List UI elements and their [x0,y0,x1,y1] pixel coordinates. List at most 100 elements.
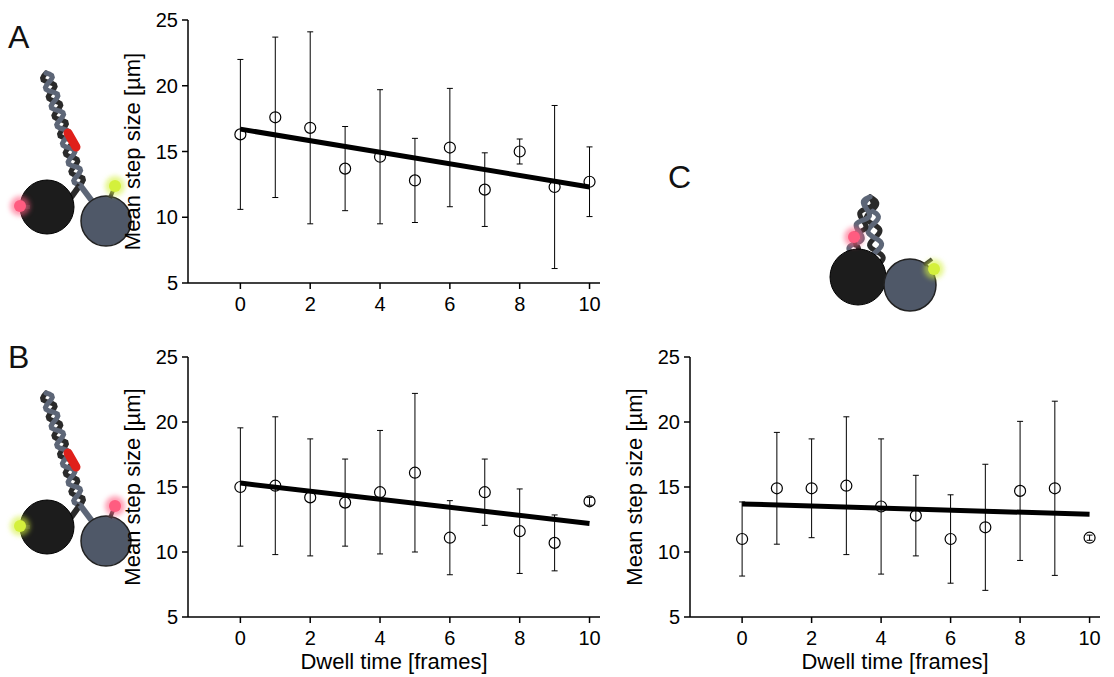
data-point [841,480,852,491]
x-tick [741,617,743,623]
motor-cartoon [10,73,131,246]
error-cap [377,223,383,224]
y-tick-label: 25 [156,346,178,368]
data-point [479,184,490,195]
y-tick [182,85,188,87]
y-tick-label: 20 [658,411,680,433]
x-tick [240,617,242,623]
x-tick [449,617,451,623]
error-cap [809,537,815,538]
error-cap [948,583,954,584]
error-cap [342,126,348,127]
x-tick [309,283,311,289]
error-cap [447,500,453,501]
dye-glow [10,516,30,536]
data-point [270,112,281,123]
x-tick [811,617,813,623]
error-cap [482,152,488,153]
x-tick [589,617,591,623]
error-cap [913,555,919,556]
y-axis-title: Mean step size [µm] [120,53,145,250]
x-tick [309,617,311,623]
error-cap [307,438,313,439]
fit-line [240,129,589,187]
y-tick [684,551,690,553]
y-tick [684,486,690,488]
y-tick-label: 10 [658,541,680,563]
error-cap [447,206,453,207]
error-cap [342,459,348,460]
x-tick-label: 6 [945,627,956,649]
motor-cartoon [830,197,944,311]
x-tick-label: 4 [876,627,887,649]
coiled-coil-strand [43,393,84,505]
error-cap [843,554,849,555]
panel-label: A [8,19,30,55]
data-point [444,532,455,543]
error-cap [237,427,243,428]
error-cap [237,546,243,547]
error-cap [1017,560,1023,561]
dye-glow [844,227,864,247]
error-cap [843,416,849,417]
dye-glow [10,196,30,216]
error-cap [517,139,523,140]
data-point [479,487,490,498]
x-tick [589,283,591,289]
error-cap [237,209,243,210]
data-point [1015,485,1026,496]
x-tick-label: 0 [737,627,748,649]
dye [14,520,26,532]
x-tick-label: 4 [374,627,385,649]
error-cap [342,546,348,547]
error-cap [342,210,348,211]
x-tick [519,617,521,623]
data-point [771,483,782,494]
data-point [910,510,921,521]
error-cap [517,488,523,489]
y-tick [182,356,188,358]
x-tick [880,617,882,623]
y-tick [182,421,188,423]
error-cap [517,573,523,574]
error-cap [809,438,815,439]
error-cap [307,31,313,32]
x-axis [188,282,600,284]
x-tick-label: 2 [305,627,316,649]
error-cap [447,574,453,575]
error-cap [482,459,488,460]
data-point [980,522,991,533]
data-point [514,526,525,537]
dye-glow [924,259,944,279]
error-cap [482,525,488,526]
coiled-coil-strand [45,393,80,505]
fit-line [240,483,589,523]
x-tick-label: 10 [1078,627,1100,649]
x-tick-label: 0 [235,627,246,649]
y-tick-label: 15 [156,141,178,163]
error-cap [552,570,558,571]
data-point [945,534,956,545]
x-tick-label: 6 [444,293,455,315]
data-point [375,487,386,498]
x-tick [379,617,381,623]
error-cap [412,393,418,394]
fit-line [742,504,1089,514]
x-axis [690,616,1100,618]
error-cap [982,590,988,591]
data-point [737,534,748,545]
marks [235,393,595,574]
motor-cartoon [10,393,131,566]
x-tick [950,617,952,623]
x-tick-label: 6 [444,627,455,649]
y-tick-label: 25 [658,346,680,368]
data-point [305,122,316,133]
x-tick-label: 8 [514,627,525,649]
error-cap [913,475,919,476]
dye [848,231,860,243]
x-axis-title: Dwell time [frames] [801,649,988,674]
x-axis-title: Dwell time [frames] [300,649,487,674]
error-cap [774,544,780,545]
error-cap [1017,421,1023,422]
coiled-coil-strand [45,73,80,185]
